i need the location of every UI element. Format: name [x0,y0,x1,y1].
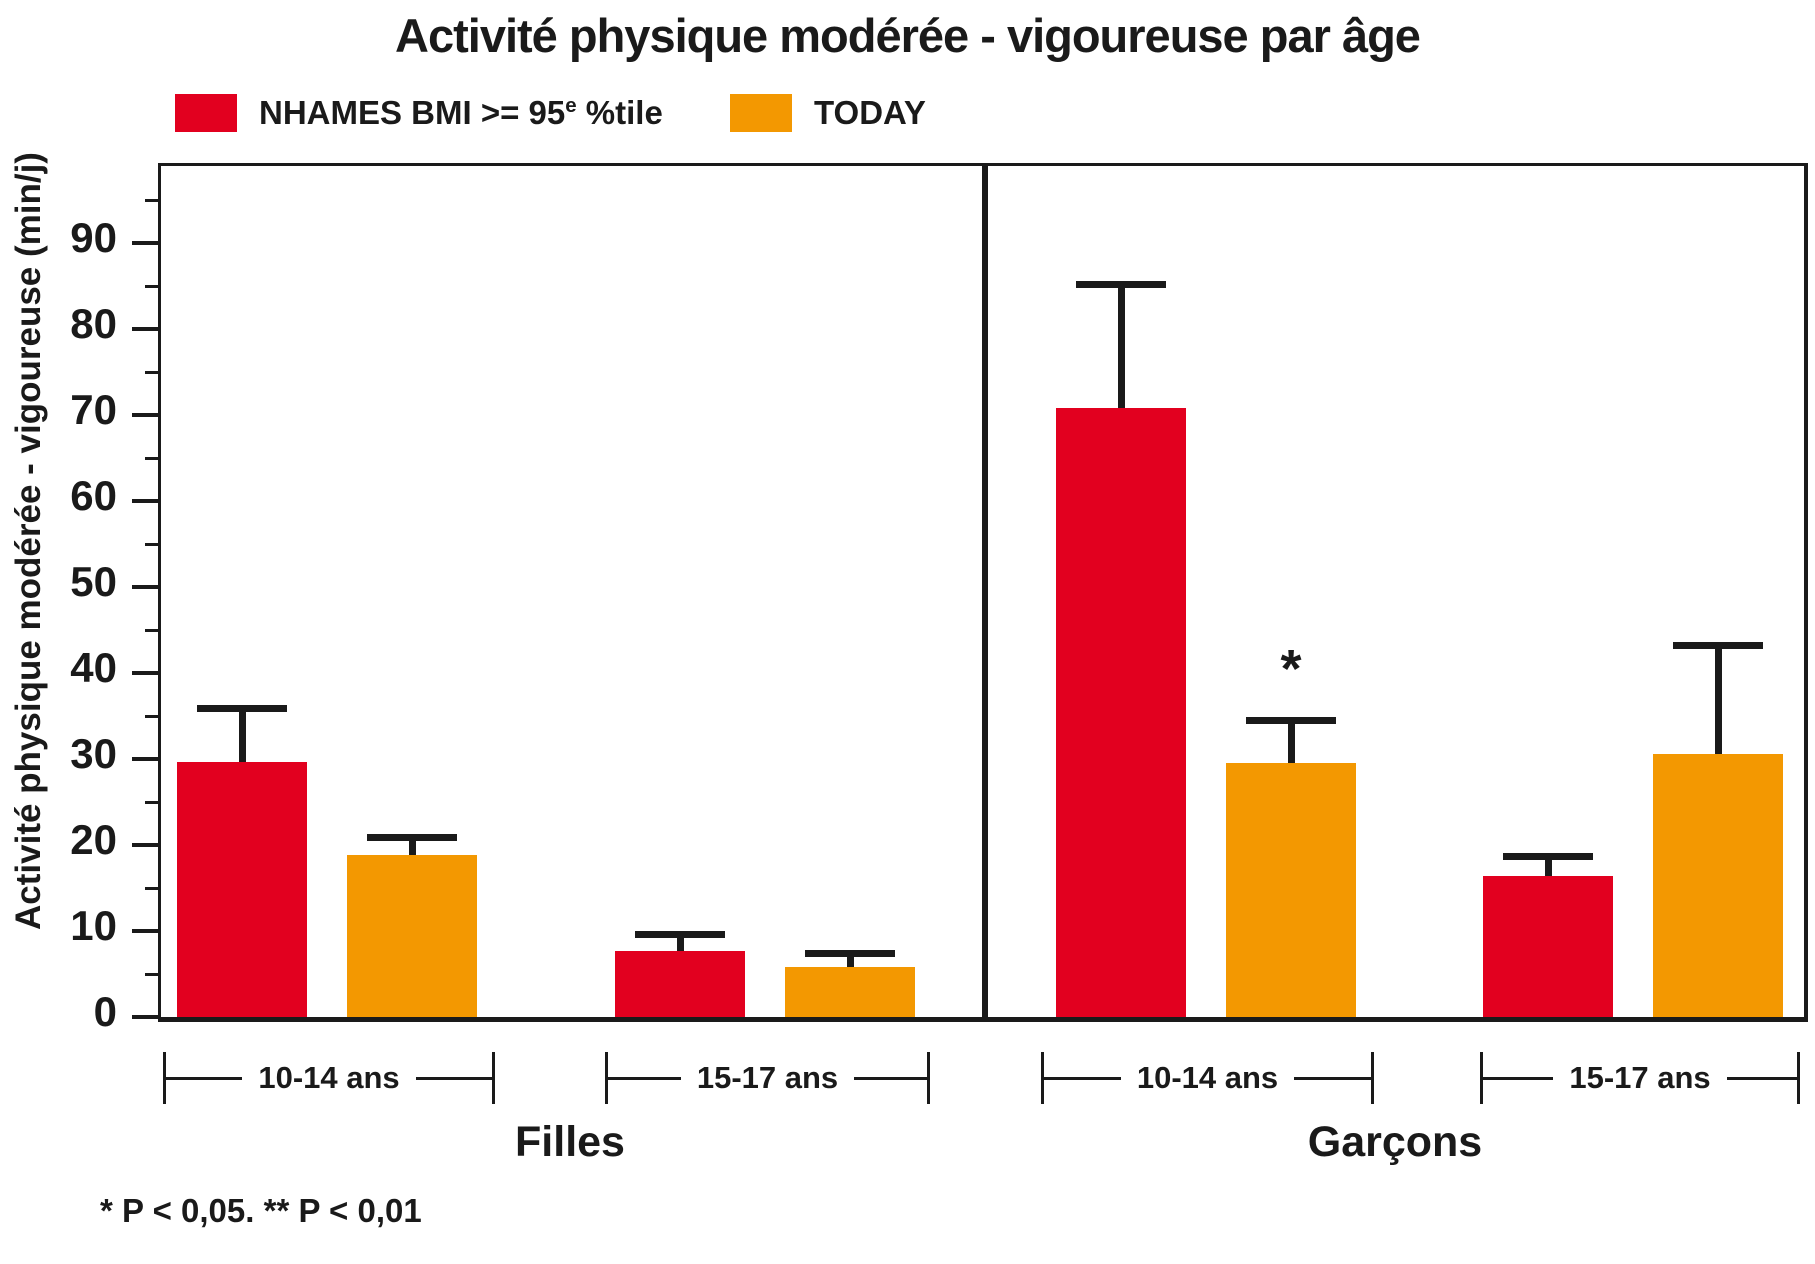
y-axis-major-tick [132,757,158,762]
y-axis-minor-tick [145,714,158,718]
y-axis-major-tick [132,843,158,848]
bar-nhames [1056,408,1186,1017]
y-axis-tick-label: 70 [70,386,117,434]
age-group-bracket: 15-17 ans [605,1050,931,1106]
y-axis-tick-label: 80 [70,300,117,348]
error-bar-cap [1673,641,1763,649]
y-axis-minor-tick [145,370,158,374]
age-group-label: 15-17 ans [1569,1060,1711,1095]
error-bar-cap [1503,853,1593,861]
bracket-line [1044,1076,1121,1080]
error-bar-cap [1076,280,1166,288]
y-axis-tick-label: 20 [70,816,117,864]
y-axis-major-tick [132,929,158,934]
y-axis-minor-tick [145,542,158,546]
age-group-label: 10-14 ans [258,1060,400,1095]
y-axis-tick-label: 10 [70,902,117,950]
y-axis-minor-tick [145,972,158,976]
y-axis-major-tick [132,585,158,590]
y-axis-tick-label: 50 [70,558,117,606]
bar-nhames [1483,876,1613,1017]
bar-today [1226,763,1356,1017]
bracket-line [1483,1076,1554,1080]
error-bar-stem [408,837,416,855]
bracket-endcap [163,1052,166,1104]
bracket-endcap [1371,1052,1375,1104]
panel-label-filles: Filles [515,1118,625,1166]
y-axis-major-tick [132,671,158,676]
error-bar-cap [805,949,895,957]
y-axis-major-tick [132,1015,158,1019]
error-bar-stem [238,707,246,762]
bracket-line [1726,1076,1798,1080]
age-group-bracket: 10-14 ans [163,1050,496,1106]
x-axis-group-brackets: 10-14 ans 15-17 ans 10-14 ans 15-17 ans [161,1050,1804,1106]
bracket-endcap [492,1052,496,1104]
error-bar-stem [1544,856,1552,877]
y-axis-tick-label: 60 [70,472,117,520]
y-axis-major-tick [132,241,158,246]
error-bar-cap [635,930,725,938]
chart-title: Activité physique modérée - vigoureuse p… [395,9,1421,62]
legend-label-today: TODAY [814,94,926,131]
y-axis-tick-label: 0 [93,988,117,1035]
error-bar-stem [1287,719,1295,764]
y-axis-major-tick [132,413,158,418]
error-bar-stem [846,952,854,968]
bracket-endcap [1480,1052,1483,1104]
error-bar-stem [1117,283,1125,409]
bracket-line [608,1076,681,1080]
significance-asterisk: * [1280,638,1302,699]
bar-today [785,967,915,1017]
bracket-line [415,1076,493,1080]
error-bar-stem [1714,644,1722,754]
bracket-endcap [927,1052,931,1104]
age-group-label: 15-17 ans [696,1060,839,1095]
bar-nhames [615,950,745,1017]
legend-item-today: TODAY [730,94,926,132]
y-axis-minor-tick [145,284,158,288]
y-axis-minor-tick [145,800,158,804]
bracket-endcap [1797,1052,1801,1104]
bracket-line [166,1076,243,1080]
bracket-endcap [1041,1052,1044,1104]
bar-today [1653,753,1783,1017]
error-bar-cap [367,834,457,842]
bracket-endcap [605,1052,608,1104]
legend-label-nhames: NHAMES BMI >= 95e %tile [259,94,663,131]
age-group-bracket: 10-14 ans [1041,1050,1375,1106]
age-group-label: 10-14 ans [1136,1060,1279,1095]
plot-area: 0 10 20 30 40 50 60 70 80 90 * [70,163,1808,1033]
y-axis-minor-tick [145,198,158,202]
error-bar-cap [1246,716,1336,724]
y-axis-tick-label: 40 [70,644,117,692]
significance-footnote: * P < 0,05. ** P < 0,01 [100,1192,422,1229]
legend-swatch-nhames [175,94,237,132]
y-axis-minor-tick [145,628,158,632]
legend-item-nhames: NHAMES BMI >= 95e %tile [175,94,663,132]
bracket-line [1294,1076,1372,1080]
bracket-line [854,1076,928,1080]
y-axis-tick-label: 30 [70,730,117,778]
y-axis-minor-tick [145,456,158,460]
bar-today [347,854,477,1017]
bar-nhames [177,761,307,1017]
age-group-bracket: 15-17 ans [1480,1050,1801,1106]
error-bar-cap [197,704,287,712]
y-axis-major-tick [132,327,158,332]
error-bar-stem [676,933,684,951]
y-axis-major-tick [132,499,158,504]
panel-separator-line [982,166,988,1017]
panel-label-garcons: Garçons [1307,1118,1483,1166]
legend-swatch-today [730,94,792,132]
y-axis-minor-tick [145,886,158,890]
y-axis-tick-label: 90 [70,214,117,262]
